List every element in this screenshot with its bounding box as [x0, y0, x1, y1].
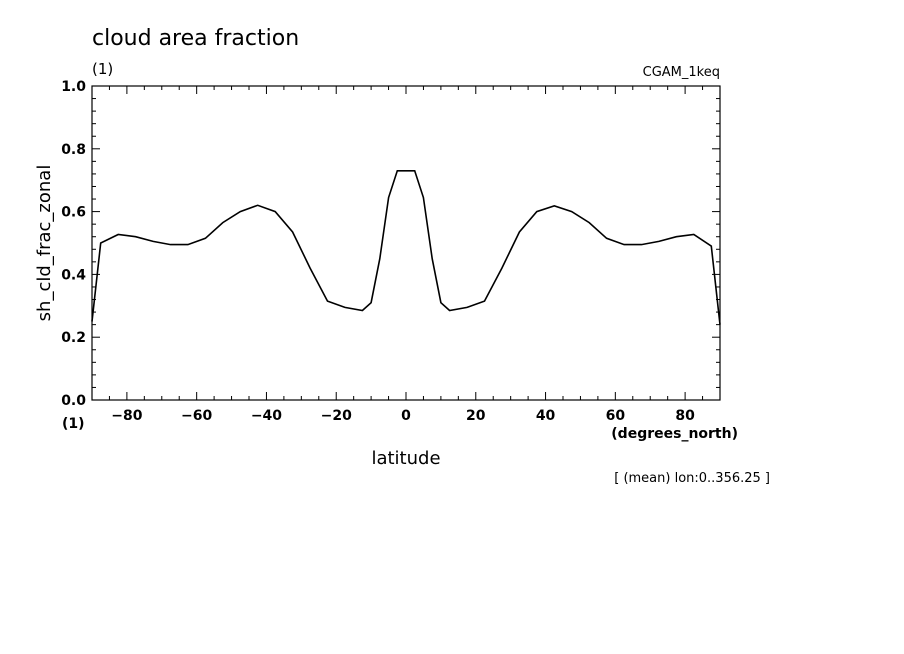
axis-ticks	[91, 85, 721, 401]
x-tick-label: 0	[401, 408, 411, 424]
x-tick-label: −80	[111, 408, 142, 424]
y-tick-label: 1.0	[61, 79, 86, 95]
y-tick-label: 0.2	[61, 330, 86, 346]
tick-labels: −80 −60 −40 −20 0 20 40 60 80 0.0 0.2 0.4 0.6 0.8 1.0	[61, 79, 695, 424]
y-units-label: (1)	[62, 416, 85, 432]
footnote: [ (mean) lon:0..356.25 ]	[614, 471, 770, 486]
chart-subtitle: (1)	[92, 60, 113, 78]
x-tick-label: 20	[466, 408, 486, 424]
x-tick-label: −60	[181, 408, 212, 424]
x-units-label: (degrees_north)	[611, 426, 738, 442]
x-axis-label: latitude	[371, 448, 440, 469]
chart-title: cloud area fraction	[92, 26, 299, 51]
x-tick-label: 80	[675, 408, 695, 424]
x-tick-label: 40	[536, 408, 556, 424]
y-tick-label: 0.4	[61, 267, 86, 283]
plot-frame	[91, 85, 721, 401]
series-line	[91, 170, 721, 325]
y-tick-label: 0.6	[61, 205, 86, 221]
x-tick-label: −20	[321, 408, 352, 424]
x-tick-label: −40	[251, 408, 282, 424]
y-tick-label: 0.8	[61, 142, 86, 158]
y-tick-label: 0.0	[61, 393, 86, 409]
y-axis-label: sh_cld_frac_zonal	[34, 165, 55, 322]
x-tick-label: 60	[606, 408, 626, 424]
run-label: CGAM_1keq	[643, 65, 720, 80]
